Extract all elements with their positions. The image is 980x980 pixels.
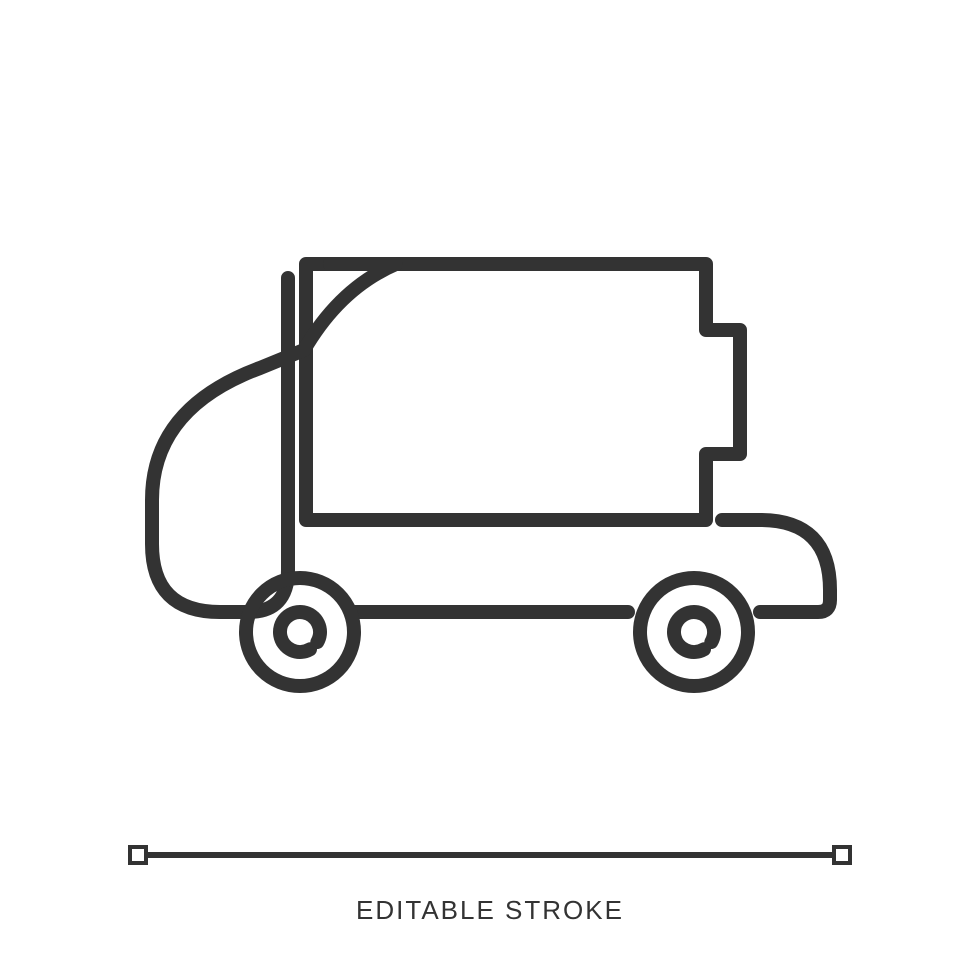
caption-editable-stroke: EDITABLE STROKE [0, 895, 980, 926]
electric-car-battery-icon [0, 0, 980, 980]
icon-canvas: EDITABLE STROKE [0, 0, 980, 980]
